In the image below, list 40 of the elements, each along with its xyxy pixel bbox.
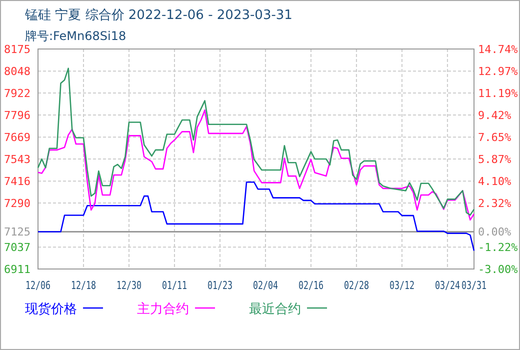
y2-tick-label: 14.74%	[478, 42, 518, 56]
y2-tick-label: 7.65%	[478, 130, 512, 144]
x-tick-label: 02/16	[298, 279, 332, 292]
x-tick-label: 12/30	[116, 279, 150, 292]
y2-tick-label: 11.19%	[478, 86, 518, 100]
x-tick-label: 01/11	[162, 279, 196, 292]
y2-tick-label: 2.32%	[478, 196, 512, 210]
y-tick-label: 7125	[4, 226, 30, 239]
y-tick-label: 7290	[4, 196, 30, 210]
line-series	[37, 109, 475, 221]
x-tick-label: 03/31	[462, 279, 495, 292]
y-tick-label: 6911	[4, 262, 30, 276]
x-tick-label: 12/18	[70, 279, 104, 292]
y-tick-label: 7416	[4, 174, 30, 188]
y2-tick-label: -3.00%	[478, 262, 518, 276]
y2-tick-label: 9.42%	[478, 108, 512, 122]
y-tick-label: 7543	[4, 152, 30, 166]
x-tick-label: 01/23	[207, 279, 241, 292]
x-tick-label: 02/28	[344, 279, 378, 292]
y2-tick-label: 0.00%	[478, 226, 512, 239]
y-tick-label: 8048	[4, 64, 30, 78]
x-tick-label: 12/06	[26, 279, 59, 292]
line-series	[37, 182, 475, 252]
legend-label: 主力合约	[137, 301, 189, 317]
y2-tick-label: 5.87%	[478, 152, 512, 166]
y-tick-label: 8175	[4, 42, 30, 56]
legend-label: 最近合约	[249, 302, 301, 317]
line-series	[37, 68, 475, 216]
x-tick-label: 03/12	[389, 279, 423, 292]
y-tick-label: 7669	[4, 130, 30, 144]
y2-tick-label: -1.22%	[478, 240, 518, 254]
y-tick-label: 7037	[4, 240, 30, 254]
y-tick-label: 7922	[4, 86, 30, 100]
chart-subtitle: 牌号:FeMn68Si18	[25, 29, 126, 43]
chart-title: 锰硅 宁夏 综合价 2022-12-06 - 2023-03-31	[24, 7, 292, 23]
x-tick-label: 02/04	[252, 279, 286, 292]
legend-label: 现货价格	[25, 302, 77, 317]
y2-tick-label: 12.97%	[478, 64, 518, 78]
y2-tick-label: 4.10%	[478, 174, 512, 188]
y-tick-label: 7796	[4, 108, 30, 122]
